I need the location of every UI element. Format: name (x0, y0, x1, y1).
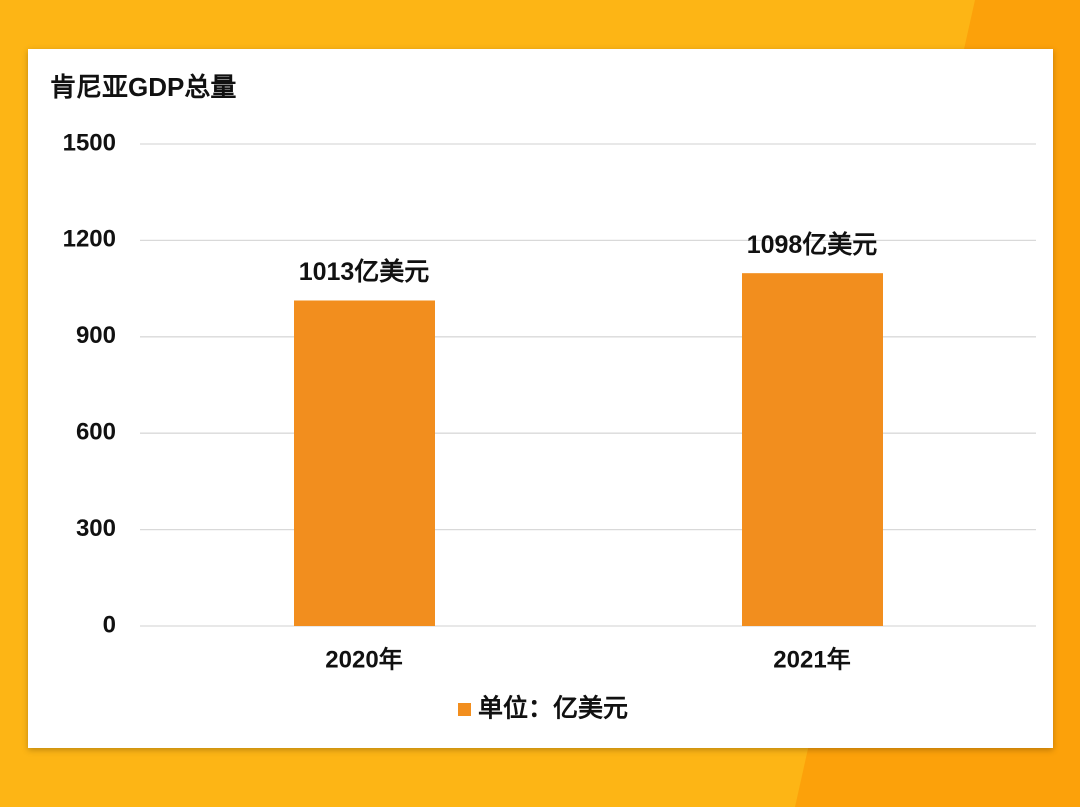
y-tick-label: 0 (103, 611, 116, 638)
x-tick-label: 2021年 (773, 645, 850, 673)
bar (294, 300, 435, 626)
value-label: 1098亿美元 (747, 230, 878, 259)
legend-swatch (458, 703, 471, 716)
y-tick-label: 1500 (63, 129, 116, 156)
legend-label: 单位：亿美元 (478, 694, 628, 723)
y-tick-label: 1200 (63, 226, 116, 253)
chart: 肯尼亚GDP总量 0 300 600 900 1200 1500 2020年 1013亿美元 2… (50, 72, 1036, 723)
chart-card: 肯尼亚GDP总量 0 300 600 900 1200 1500 2020年 1013亿美元 2… (28, 49, 1053, 748)
bar (742, 273, 883, 626)
chart-title: 肯尼亚GDP总量 (50, 72, 236, 102)
x-tick-label: 2020年 (325, 645, 402, 673)
y-tick-label: 600 (76, 419, 116, 446)
y-tick-label: 900 (76, 322, 116, 349)
value-label: 1013亿美元 (299, 257, 430, 286)
y-tick-label: 300 (76, 515, 116, 542)
